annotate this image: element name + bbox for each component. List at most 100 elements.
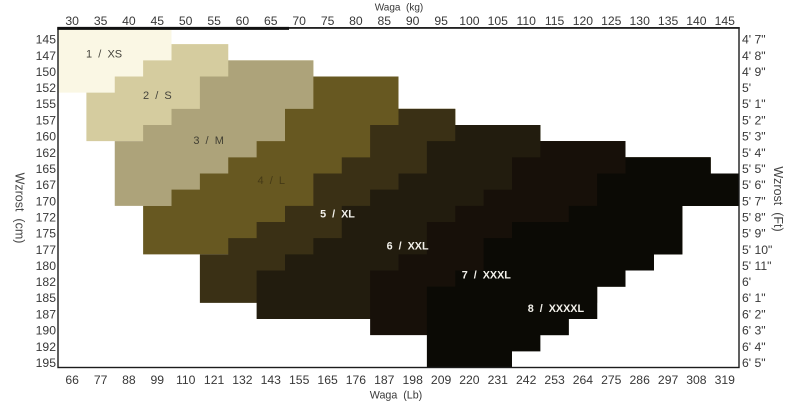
svg-text:143: 143 — [261, 373, 282, 387]
svg-text:160: 160 — [36, 130, 57, 144]
svg-text:5' 2": 5' 2" — [742, 113, 766, 127]
svg-text:5' 4": 5' 4" — [742, 146, 766, 160]
svg-text:4' 7": 4' 7" — [742, 33, 766, 47]
svg-text:297: 297 — [658, 373, 679, 387]
svg-text:253: 253 — [544, 373, 565, 387]
svg-text:220: 220 — [459, 373, 480, 387]
svg-text:192: 192 — [36, 340, 57, 354]
svg-text:5' 1": 5' 1" — [742, 97, 766, 111]
svg-text:167: 167 — [36, 178, 57, 192]
svg-text:185: 185 — [36, 291, 57, 305]
svg-text:286: 286 — [630, 373, 651, 387]
svg-text:95: 95 — [434, 14, 448, 28]
svg-text:88: 88 — [122, 373, 136, 387]
svg-text:5' 6": 5' 6" — [742, 178, 766, 192]
svg-text:176: 176 — [346, 373, 367, 387]
svg-text:45: 45 — [151, 14, 165, 28]
svg-text:120: 120 — [573, 14, 594, 28]
svg-text:3 / M: 3 / M — [193, 135, 224, 147]
svg-text:8 / XXXXL: 8 / XXXXL — [528, 303, 585, 315]
svg-text:140: 140 — [686, 14, 707, 28]
svg-text:80: 80 — [349, 14, 363, 28]
svg-text:55: 55 — [207, 14, 221, 28]
svg-text:4' 8": 4' 8" — [742, 49, 766, 63]
svg-text:275: 275 — [601, 373, 622, 387]
svg-text:145: 145 — [36, 33, 57, 47]
svg-text:Waga (kg): Waga (kg) — [375, 3, 424, 14]
svg-text:90: 90 — [406, 14, 420, 28]
svg-text:1 / XS: 1 / XS — [86, 48, 122, 60]
svg-text:319: 319 — [715, 373, 736, 387]
svg-text:5' 10": 5' 10" — [742, 243, 772, 257]
svg-text:60: 60 — [236, 14, 250, 28]
svg-text:6': 6' — [742, 275, 751, 289]
svg-text:Waga (Lb): Waga (Lb) — [370, 390, 422, 402]
svg-text:308: 308 — [686, 373, 707, 387]
svg-text:77: 77 — [94, 373, 108, 387]
svg-text:30: 30 — [65, 14, 79, 28]
svg-text:155: 155 — [36, 97, 57, 111]
svg-text:175: 175 — [36, 227, 57, 241]
svg-text:6 / XXL: 6 / XXL — [387, 240, 429, 252]
svg-text:180: 180 — [36, 259, 57, 273]
svg-text:162: 162 — [36, 146, 57, 160]
svg-text:105: 105 — [488, 14, 509, 28]
svg-text:100: 100 — [459, 14, 480, 28]
svg-text:209: 209 — [431, 373, 452, 387]
svg-text:177: 177 — [36, 243, 57, 257]
svg-text:145: 145 — [715, 14, 736, 28]
svg-text:147: 147 — [36, 49, 57, 63]
svg-text:5' 9": 5' 9" — [742, 227, 766, 241]
svg-text:4' 9": 4' 9" — [742, 65, 766, 79]
svg-text:6' 2": 6' 2" — [742, 307, 766, 321]
svg-text:187: 187 — [374, 373, 395, 387]
svg-text:125: 125 — [601, 14, 622, 28]
svg-text:155: 155 — [289, 373, 310, 387]
svg-text:99: 99 — [151, 373, 165, 387]
svg-text:5 / XL: 5 / XL — [320, 209, 355, 221]
svg-text:165: 165 — [36, 162, 57, 176]
svg-text:5' 7": 5' 7" — [742, 194, 766, 208]
svg-text:110: 110 — [516, 14, 536, 28]
svg-text:110: 110 — [176, 373, 196, 387]
svg-text:40: 40 — [122, 14, 136, 28]
svg-text:6' 1": 6' 1" — [742, 291, 766, 305]
svg-text:195: 195 — [36, 356, 57, 370]
svg-text:187: 187 — [36, 307, 57, 321]
svg-text:135: 135 — [658, 14, 679, 28]
svg-text:6' 4": 6' 4" — [742, 340, 766, 354]
svg-text:5' 8": 5' 8" — [742, 210, 766, 224]
svg-text:5': 5' — [742, 81, 751, 95]
svg-text:2 / S: 2 / S — [143, 90, 172, 102]
svg-text:Wzrost (cm): Wzrost (cm) — [13, 173, 27, 244]
svg-text:115: 115 — [545, 14, 565, 28]
svg-text:6' 5": 6' 5" — [742, 356, 766, 370]
svg-text:85: 85 — [378, 14, 392, 28]
svg-text:35: 35 — [94, 14, 108, 28]
svg-text:170: 170 — [36, 194, 57, 208]
svg-text:5' 5": 5' 5" — [742, 162, 766, 176]
svg-text:152: 152 — [36, 81, 57, 95]
svg-text:132: 132 — [232, 373, 253, 387]
svg-text:66: 66 — [65, 373, 79, 387]
svg-text:198: 198 — [403, 373, 424, 387]
svg-text:121: 121 — [204, 373, 225, 387]
svg-text:264: 264 — [573, 373, 594, 387]
svg-text:70: 70 — [292, 14, 306, 28]
svg-text:50: 50 — [179, 14, 193, 28]
svg-text:7 / XXXL: 7 / XXXL — [462, 270, 512, 282]
svg-text:Wzrost (Ft): Wzrost (Ft) — [771, 166, 785, 231]
svg-text:65: 65 — [264, 14, 278, 28]
svg-text:172: 172 — [36, 210, 57, 224]
svg-text:157: 157 — [36, 113, 57, 127]
svg-text:5' 3": 5' 3" — [742, 130, 766, 144]
svg-text:6' 3": 6' 3" — [742, 324, 766, 338]
svg-text:5' 11": 5' 11" — [742, 259, 771, 273]
svg-text:4 / L: 4 / L — [258, 175, 286, 187]
svg-text:190: 190 — [36, 324, 57, 338]
svg-text:130: 130 — [630, 14, 651, 28]
svg-text:182: 182 — [36, 275, 57, 289]
svg-text:75: 75 — [321, 14, 335, 28]
svg-text:165: 165 — [317, 373, 338, 387]
svg-text:242: 242 — [516, 373, 537, 387]
